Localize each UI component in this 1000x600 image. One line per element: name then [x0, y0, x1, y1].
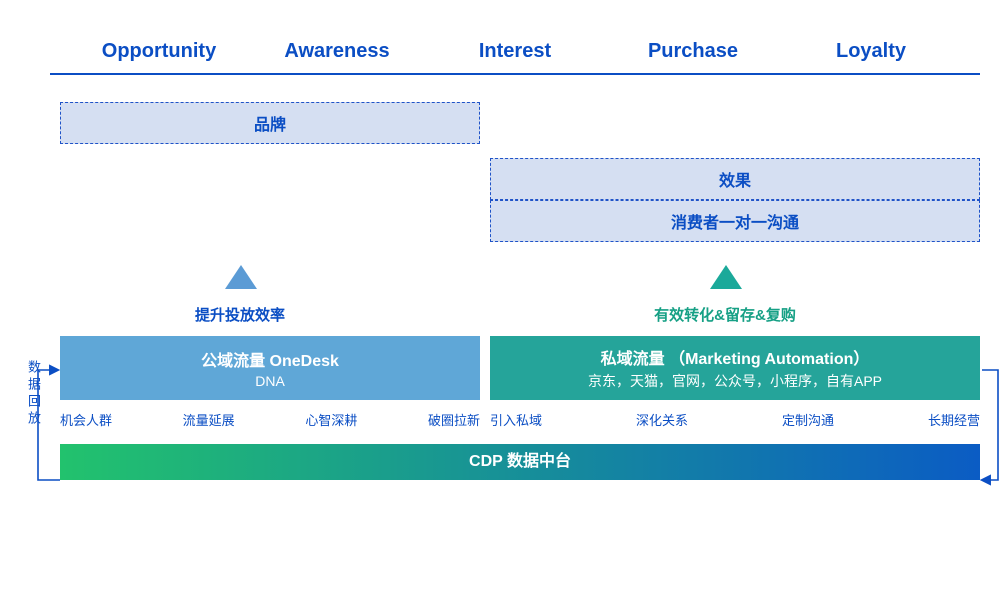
dashbox-brand: 品牌	[60, 102, 480, 144]
dashbox-effect-label: 效果	[719, 173, 751, 190]
mainbox-private-sub: 京东，天猫，官网，公众号，小程序，自有APP	[588, 371, 882, 391]
tag-label: 破圈拉新	[428, 410, 480, 429]
stage-label: Interest	[426, 40, 604, 63]
stage-row: OpportunityAwarenessInterestPurchaseLoya…	[50, 40, 980, 75]
mainbox-private-title: 私域流量 （Marketing Automation）	[601, 345, 870, 369]
dashbox-effect: 效果	[490, 158, 980, 200]
arrow-up-left	[225, 265, 257, 289]
cdp-label: CDP 数据中台	[469, 453, 571, 470]
mainbox-private: 私域流量 （Marketing Automation） 京东，天猫，官网，公众号…	[490, 336, 980, 400]
data-playback-label: 数据回放	[24, 360, 43, 428]
dashbox-comm: 消费者一对一沟通	[490, 200, 980, 242]
dashbox-comm-label: 消费者一对一沟通	[671, 215, 799, 232]
tag-label: 引入私域	[490, 410, 542, 429]
stage-label: Purchase	[604, 40, 782, 63]
tag-label: 定制沟通	[782, 410, 834, 429]
tags-right: 引入私域 深化关系 定制沟通 长期经营	[490, 410, 980, 429]
tag-label: 长期经营	[928, 410, 980, 429]
mainbox-public: 公域流量 OneDesk DNA	[60, 336, 480, 400]
stage-label: Loyalty	[782, 40, 960, 63]
tag-label: 深化关系	[636, 410, 688, 429]
tag-label: 机会人群	[60, 410, 112, 429]
mainbox-public-title: 公域流量 OneDesk	[201, 347, 339, 371]
caption-right: 有效转化&留存&复购	[605, 304, 845, 325]
arrow-up-right	[710, 265, 742, 289]
tags-left: 机会人群 流量延展 心智深耕 破圈拉新	[60, 410, 480, 429]
tag-label: 流量延展	[183, 410, 235, 429]
caption-left: 提升投放效率	[150, 304, 330, 325]
dashbox-brand-label: 品牌	[254, 117, 286, 134]
mainbox-public-sub: DNA	[255, 373, 285, 389]
diagram-canvas: OpportunityAwarenessInterestPurchaseLoya…	[50, 40, 980, 560]
stage-label: Opportunity	[70, 40, 248, 63]
cdp-bar: CDP 数据中台	[60, 444, 980, 480]
stage-label: Awareness	[248, 40, 426, 63]
tag-label: 心智深耕	[305, 410, 357, 429]
